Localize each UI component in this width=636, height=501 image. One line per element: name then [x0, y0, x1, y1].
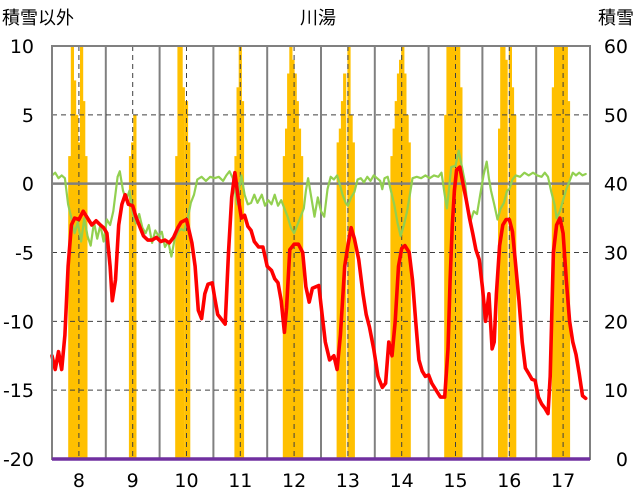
snow-bar [133, 114, 137, 460]
left-y-tick-label: 0 [22, 174, 34, 196]
snow-bar [444, 114, 448, 460]
right-y-tick-label: 50 [604, 105, 628, 127]
snow-bar [560, 46, 564, 459]
snow-bar [238, 46, 242, 459]
snow-bar [452, 46, 456, 459]
snow-bar [295, 101, 299, 459]
x-tick-label: 11 [228, 470, 252, 492]
snow-bar [392, 128, 396, 459]
right-y-tick-label: 0 [616, 449, 628, 471]
red-series-layer [50, 165, 588, 416]
chart-title: 川湯 [300, 8, 336, 29]
snow-bar [508, 46, 512, 459]
snow-bar [504, 59, 508, 460]
snow-bar [175, 156, 179, 459]
snow-bar [82, 101, 86, 459]
plot-frame [51, 45, 591, 461]
left-y-tick-label: -10 [3, 311, 34, 333]
right-y-tick-label: 40 [604, 174, 628, 196]
snow-bar [336, 142, 340, 459]
left-y-tick-label: -5 [15, 243, 34, 265]
right-axis-label: 積雪 [598, 8, 634, 29]
snow-bar [407, 142, 411, 459]
snow-bar [187, 142, 191, 459]
right-y-tick-label: 30 [604, 243, 628, 265]
snow-bar [240, 101, 245, 459]
x-tick-label: 17 [551, 470, 575, 492]
snow-bar [84, 156, 88, 459]
green-series-layer [50, 149, 587, 258]
snow-bar [300, 156, 304, 459]
x-tick-label: 12 [282, 470, 306, 492]
x-tick-label: 13 [336, 470, 360, 492]
snow-bar [181, 87, 185, 460]
snow-bar [291, 59, 295, 460]
x-tick-label: 10 [174, 470, 198, 492]
x-tick-label: 8 [73, 470, 85, 492]
red-series-line [50, 165, 588, 416]
snow-bar [401, 46, 405, 459]
snow-bar [403, 73, 407, 459]
snow-bar [510, 87, 515, 460]
x-tick-label: 9 [127, 470, 139, 492]
left-y-tick-label: 5 [22, 105, 34, 127]
left-y-tick-label: 10 [10, 36, 34, 58]
snow-bar [351, 142, 355, 459]
snow-bar [349, 114, 353, 460]
snow-bar [293, 73, 297, 459]
snow-bar [236, 87, 240, 460]
right-y-tick-label: 20 [604, 311, 628, 333]
snow-bar [513, 114, 517, 460]
snow-bar [68, 156, 72, 459]
snow-bar [297, 128, 302, 459]
snow-bar [554, 46, 558, 459]
x-tick-label: 14 [390, 470, 414, 492]
left-y-tick-label: -20 [3, 449, 34, 471]
left-y-tick-label: -15 [3, 380, 34, 402]
green-series-line [50, 149, 587, 258]
snow-bar [498, 128, 502, 459]
snow-bar [566, 101, 571, 459]
snow-bar [75, 114, 79, 460]
snow-bar [500, 46, 504, 459]
snow-bar [390, 156, 394, 459]
snow-bar [282, 156, 286, 459]
x-tick-label: 15 [443, 470, 467, 492]
x-tick-label: 16 [497, 470, 521, 492]
left-axis-label: 積雪以外 [2, 8, 74, 29]
snow-bar [455, 46, 459, 459]
snow-bar [128, 156, 133, 459]
snow-bar [234, 156, 238, 459]
snow-bar [459, 87, 463, 460]
snow-bar [405, 114, 409, 460]
snow-bar [338, 128, 342, 459]
snow-bar [73, 80, 77, 460]
right-y-tick-label: 60 [604, 36, 628, 58]
right-y-tick-label: 10 [604, 380, 628, 402]
